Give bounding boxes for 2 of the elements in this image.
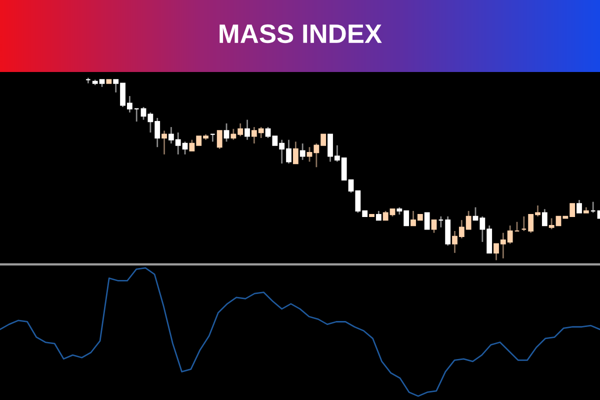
chart-title: MASS INDEX — [220, 24, 382, 44]
candlestick — [424, 212, 430, 230]
